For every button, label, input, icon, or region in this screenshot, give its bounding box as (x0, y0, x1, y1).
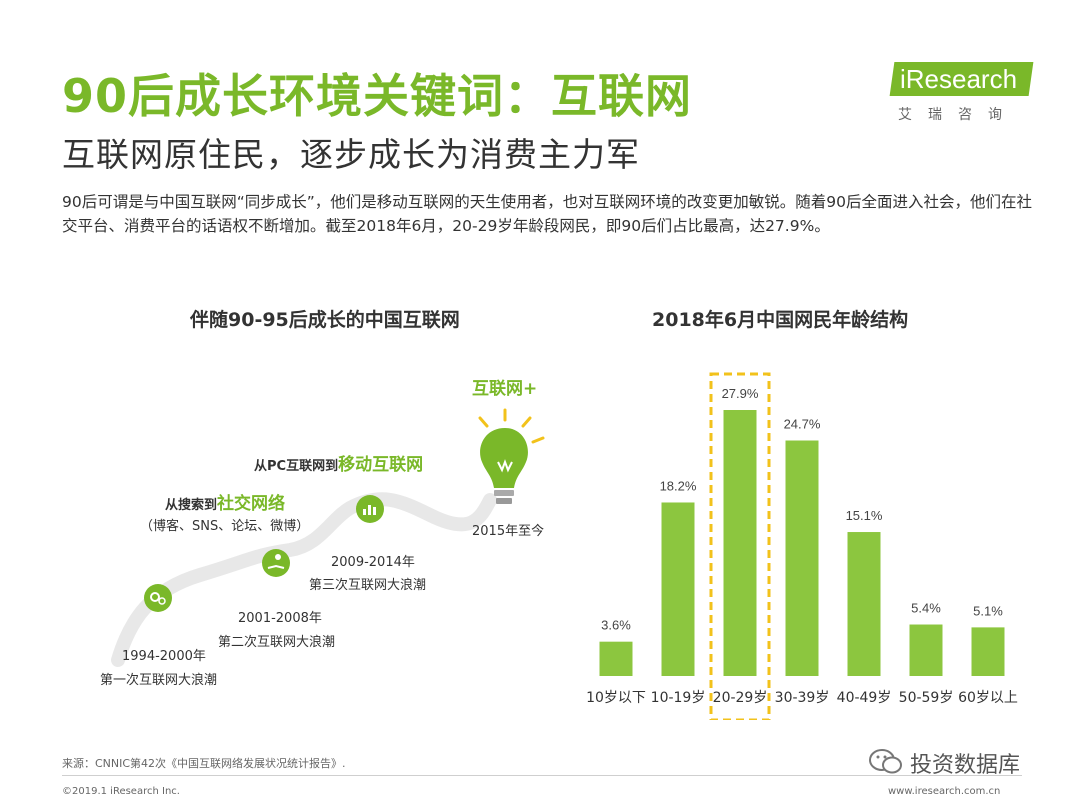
iresearch-logo: iResearch 艾瑞咨询 (889, 60, 1040, 130)
milestone-period-3: 2009-2014年 (331, 555, 415, 570)
x-tick-label-6: 60岁以上 (958, 690, 1018, 706)
bar-6 (971, 627, 1005, 676)
bar-value-label-4: 15.1% (846, 508, 883, 523)
logo-cn: 艾瑞咨询 (898, 107, 1018, 123)
timeline-title: 伴随90-95后成长的中国互联网 (190, 309, 460, 331)
milestone-period-1: 1994-2000年 (122, 649, 206, 664)
callout-social-prefix: 从搜索到 (165, 498, 218, 513)
lightbulb-icon (478, 408, 545, 504)
x-tick-label-2: 20-29岁 (713, 690, 768, 706)
watermark-text: 投资数据库 (910, 753, 1021, 778)
logo-brand: iResearch (900, 64, 1018, 94)
milestone-desc-3: 第三次互联网大浪潮 (309, 578, 427, 593)
page-title: 90后成长环境关键词：互联网 (62, 69, 693, 123)
milestone-period-4: 2015年至今 (472, 524, 545, 539)
internet-plus-label: 互联网+ (472, 379, 538, 399)
x-tick-label-3: 30-39岁 (775, 690, 830, 706)
highlight-box (709, 372, 771, 720)
watermark: 投资数据库 (868, 745, 1068, 779)
x-tick-label-0: 10岁以下 (586, 690, 646, 706)
bar-5 (909, 624, 943, 676)
bar-chart-icon (356, 495, 384, 523)
callout-mobile-prefix: 从PC互联网到 (254, 459, 339, 474)
bar-value-label-1: 18.2% (660, 478, 697, 493)
milestone-period-2: 2001-2008年 (238, 611, 322, 626)
x-tick-label-5: 50-59岁 (899, 690, 954, 706)
source-note: 来源：CNNIC第42次《中国互联网络发展状况统计报告》. (62, 757, 346, 770)
footer-divider (62, 775, 1022, 776)
bar-value-label-5: 5.4% (911, 601, 941, 616)
gear-icon (144, 584, 172, 612)
callout-social-highlight: 社交网络 (217, 494, 286, 514)
website-url: www.iresearch.com.cn (888, 786, 1001, 797)
bar-value-label-6: 5.1% (973, 603, 1003, 618)
x-tick-label-1: 10-19岁 (651, 690, 706, 706)
copyright: ©2019.1 iResearch Inc. (62, 786, 180, 797)
intro-paragraph: 90后可谓是与中国互联网“同步成长”，他们是移动互联网的天生使用者，也对互联网环… (62, 193, 1033, 235)
callout-mobile: 从PC互联网到移动互联网 (254, 450, 423, 475)
bar-value-label-3: 24.7% (784, 417, 821, 432)
bar-1 (661, 502, 695, 676)
chart-title: 2018年6月中国网民年龄结构 (652, 309, 909, 331)
page-subtitle: 互联网原住民，逐步成长为消费主力军 (62, 135, 640, 174)
bar-0 (599, 641, 633, 676)
bar-4 (847, 532, 881, 676)
x-tick-label-4: 40-49岁 (837, 690, 892, 706)
milestone-desc-2: 第二次互联网大浪潮 (218, 635, 336, 650)
age-structure-bar-chart: 3.6% 10岁以下 18.2% 10-19岁 27.9% 20-29岁 24.7% 30-3… (586, 372, 1018, 720)
milestone-desc-1: 第一次互联网大浪潮 (100, 673, 218, 688)
bar-value-label-0: 3.6% (601, 618, 631, 633)
wechat-icon (869, 749, 902, 774)
bar-3 (785, 440, 819, 676)
callout-mobile-highlight: 移动互联网 (338, 455, 424, 475)
callout-social-detail: （博客、SNS、论坛、微博） (140, 519, 310, 534)
callout-social: 从搜索到社交网络 (165, 489, 285, 514)
hand-coin-icon (262, 549, 290, 577)
bar-value-label-2: 27.9% (722, 386, 759, 401)
bar-2 (723, 410, 757, 676)
